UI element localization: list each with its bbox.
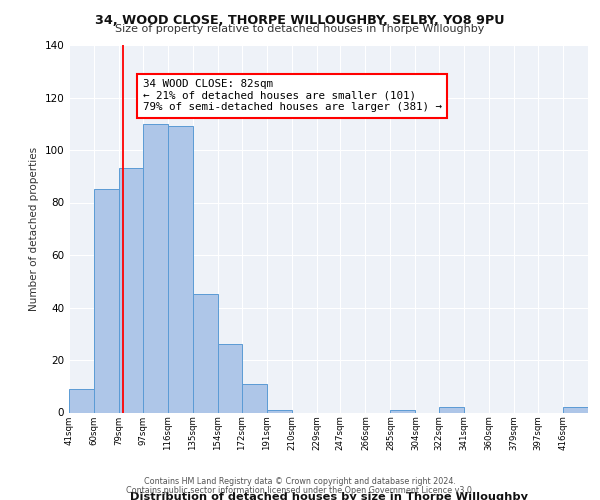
- Bar: [563, 407, 588, 412]
- Y-axis label: Number of detached properties: Number of detached properties: [29, 146, 39, 311]
- X-axis label: Distribution of detached houses by size in Thorpe Willoughby: Distribution of detached houses by size …: [130, 492, 527, 500]
- Bar: [119, 168, 143, 412]
- Bar: [168, 126, 193, 412]
- Bar: [218, 344, 242, 412]
- Text: 34, WOOD CLOSE, THORPE WILLOUGHBY, SELBY, YO8 9PU: 34, WOOD CLOSE, THORPE WILLOUGHBY, SELBY…: [95, 14, 505, 27]
- Bar: [193, 294, 218, 412]
- Bar: [242, 384, 266, 412]
- Bar: [266, 410, 292, 412]
- Bar: [439, 407, 464, 412]
- Bar: [94, 190, 119, 412]
- Bar: [143, 124, 168, 412]
- Text: Contains HM Land Registry data © Crown copyright and database right 2024.: Contains HM Land Registry data © Crown c…: [144, 477, 456, 486]
- Bar: [391, 410, 415, 412]
- Text: Contains public sector information licensed under the Open Government Licence v3: Contains public sector information licen…: [126, 486, 474, 495]
- Bar: [69, 389, 94, 412]
- Text: 34 WOOD CLOSE: 82sqm
← 21% of detached houses are smaller (101)
79% of semi-deta: 34 WOOD CLOSE: 82sqm ← 21% of detached h…: [143, 79, 442, 112]
- Text: Size of property relative to detached houses in Thorpe Willoughby: Size of property relative to detached ho…: [115, 24, 485, 34]
